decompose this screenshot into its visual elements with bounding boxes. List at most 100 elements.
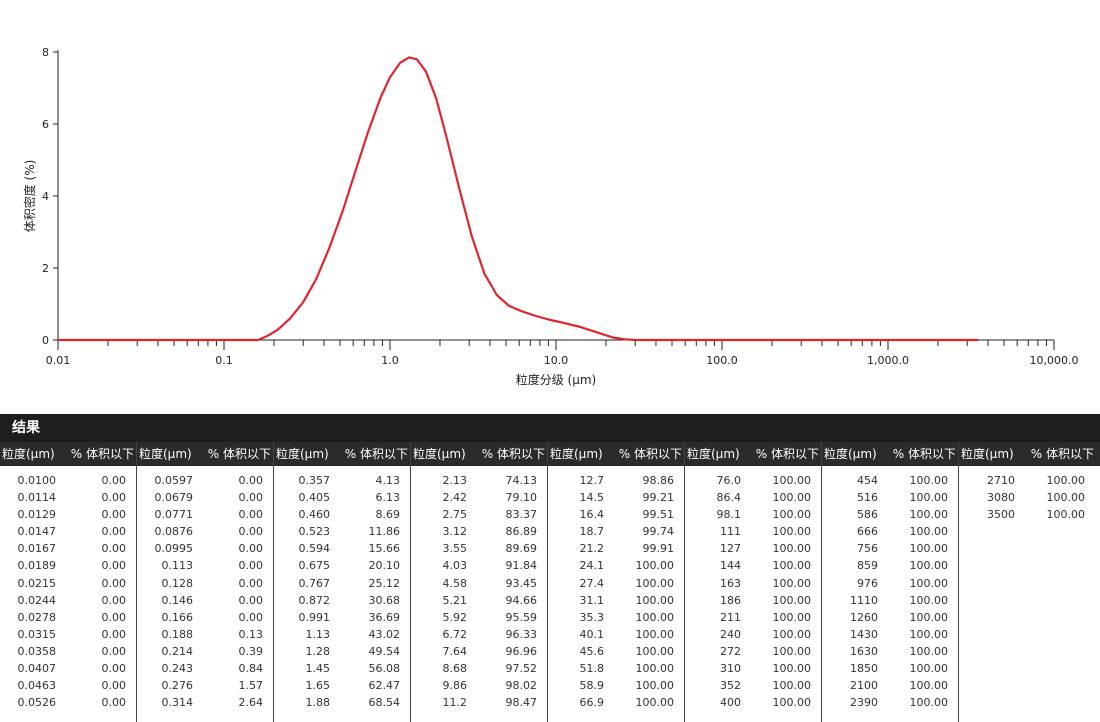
- table-row: 2.75 83.37: [411, 506, 547, 523]
- x-tick-label: 0.1: [215, 354, 233, 367]
- size-value: 0.0189: [17, 559, 57, 573]
- table-row: 1430 100.00: [822, 626, 958, 643]
- volume-value: 0.00: [101, 644, 127, 658]
- table-row: 0.0129 0.00: [0, 506, 136, 523]
- volume-value: 0.00: [101, 593, 127, 607]
- header-size: 粒度(μm): [687, 447, 740, 461]
- table-row: 1.45 56.08: [274, 660, 410, 677]
- table-row: 5.21 94.66: [411, 592, 547, 609]
- table-row: 310 100.00: [685, 660, 821, 677]
- x-axis-label: 粒度分级 (μm): [516, 372, 597, 387]
- size-value: 0.767: [298, 576, 331, 590]
- table-row: 352 100.00: [685, 677, 821, 694]
- size-value: 0.357: [298, 474, 331, 487]
- volume-value: 30.68: [368, 593, 401, 607]
- table-row: 0.0189 0.00: [0, 557, 136, 574]
- volume-value: 100.00: [909, 576, 949, 590]
- results-header: 粒度(μm) % 体积以下: [822, 442, 958, 466]
- table-row: 211 100.00: [685, 609, 821, 626]
- table-row: 0.460 8.69: [274, 506, 410, 523]
- table-row: 0.991 36.69: [274, 609, 410, 626]
- volume-value: 83.37: [505, 508, 538, 522]
- size-value: 0.0129: [17, 508, 57, 522]
- size-value: 16.4: [579, 508, 605, 522]
- volume-value: 100.00: [909, 559, 949, 573]
- table-row: 1.28 49.54: [274, 643, 410, 660]
- volume-value: 100.00: [772, 627, 812, 641]
- volume-value: 0.00: [101, 662, 127, 676]
- y-tick-label: 8: [42, 46, 49, 59]
- size-value: 86.4: [716, 491, 742, 505]
- volume-value: 99.51: [642, 508, 675, 522]
- table-row: 0.0358 0.00: [0, 643, 136, 660]
- header-size: 粒度(μm): [139, 447, 192, 461]
- header-volume: % 体积以下: [344, 447, 408, 461]
- size-value: 211: [720, 610, 741, 624]
- size-value: 14.5: [579, 491, 605, 505]
- volume-value: 100.00: [772, 525, 812, 539]
- volume-value: 8.69: [375, 508, 401, 522]
- table-row: 0.276 1.57: [137, 677, 273, 694]
- volume-value: 100.00: [909, 662, 949, 676]
- volume-value: 100.00: [772, 474, 812, 487]
- y-tick-label: 6: [42, 118, 49, 131]
- volume-value: 0.00: [101, 627, 127, 641]
- table-row: 0.314 2.64: [137, 694, 273, 711]
- header-volume: % 体积以下: [892, 447, 956, 461]
- size-value: 0.214: [161, 644, 194, 658]
- table-row: 0.0244 0.00: [0, 592, 136, 609]
- size-value: 272: [720, 644, 741, 658]
- volume-value: 100.00: [635, 696, 675, 710]
- volume-value: 0.00: [101, 576, 127, 590]
- volume-value: 100.00: [909, 644, 949, 658]
- table-row: 4.03 91.84: [411, 557, 547, 574]
- table-row: 76.0 100.00: [685, 472, 821, 489]
- volume-value: 15.66: [368, 542, 401, 556]
- table-row: 2390 100.00: [822, 694, 958, 711]
- volume-value: 100.00: [909, 508, 949, 522]
- size-value: 516: [857, 491, 878, 505]
- volume-value: 74.13: [505, 474, 538, 487]
- size-value: 45.6: [579, 644, 605, 658]
- size-value: 2.13: [442, 474, 468, 487]
- table-row: 0.872 30.68: [274, 592, 410, 609]
- results-column-group: 粒度(μm)% 体积以下 2.13 74.13 2.42 79.10 2.75 83.37 3…: [411, 442, 548, 722]
- size-value: 1430: [850, 627, 878, 641]
- size-value: 240: [720, 627, 741, 641]
- results-column-group: 粒度(μm)% 体积以下 0.0100 0.00 0.0114 0.00 0.0129 0.…: [0, 442, 137, 722]
- table-row: 0.594 15.66: [274, 540, 410, 557]
- volume-value: 100.00: [635, 559, 675, 573]
- volume-value: 96.33: [505, 627, 538, 641]
- volume-value: 96.96: [505, 644, 538, 658]
- volume-value: 11.86: [368, 525, 401, 539]
- table-row: 0.0147 0.00: [0, 523, 136, 540]
- size-value: 9.86: [442, 679, 468, 693]
- table-row: 7.64 96.96: [411, 643, 547, 660]
- header-size: 粒度(μm): [2, 447, 55, 461]
- volume-value: 0.00: [101, 542, 127, 556]
- x-tick-label: 1,000.0: [867, 354, 909, 367]
- table-row: 0.767 25.12: [274, 575, 410, 592]
- results-column-group: 粒度(μm) % 体积以下 2710 100.00 3080 100.00 3500 100.…: [959, 442, 1100, 722]
- table-row: 2100 100.00: [822, 677, 958, 694]
- size-value: 0.0526: [17, 696, 57, 710]
- table-row: 0.405 6.13: [274, 489, 410, 506]
- table-row: 0.0995 0.00: [137, 540, 273, 557]
- table-row: 0.0167 0.00: [0, 540, 136, 557]
- volume-value: 20.10: [368, 559, 401, 573]
- table-row: 0.0597 0.00: [137, 472, 273, 489]
- table-row: 400 100.00: [685, 694, 821, 711]
- size-value: 0.460: [298, 508, 331, 522]
- size-value: 0.0358: [17, 644, 57, 658]
- size-value: 3.12: [442, 525, 468, 539]
- size-value: 0.243: [161, 662, 194, 676]
- table-row: 31.1 100.00: [548, 592, 684, 609]
- results-column-group: 粒度(μm)% 体积以下 12.7 98.86 14.5 99.21 16.4 99.51 1…: [548, 442, 685, 722]
- table-row: 45.6 100.00: [548, 643, 684, 660]
- table-row: 3080 100.00: [959, 489, 1100, 506]
- volume-value: 100.00: [909, 542, 949, 556]
- volume-value: 98.86: [642, 474, 675, 487]
- size-value: 0.523: [298, 525, 331, 539]
- volume-value: 100.00: [772, 662, 812, 676]
- volume-value: 0.00: [238, 491, 264, 505]
